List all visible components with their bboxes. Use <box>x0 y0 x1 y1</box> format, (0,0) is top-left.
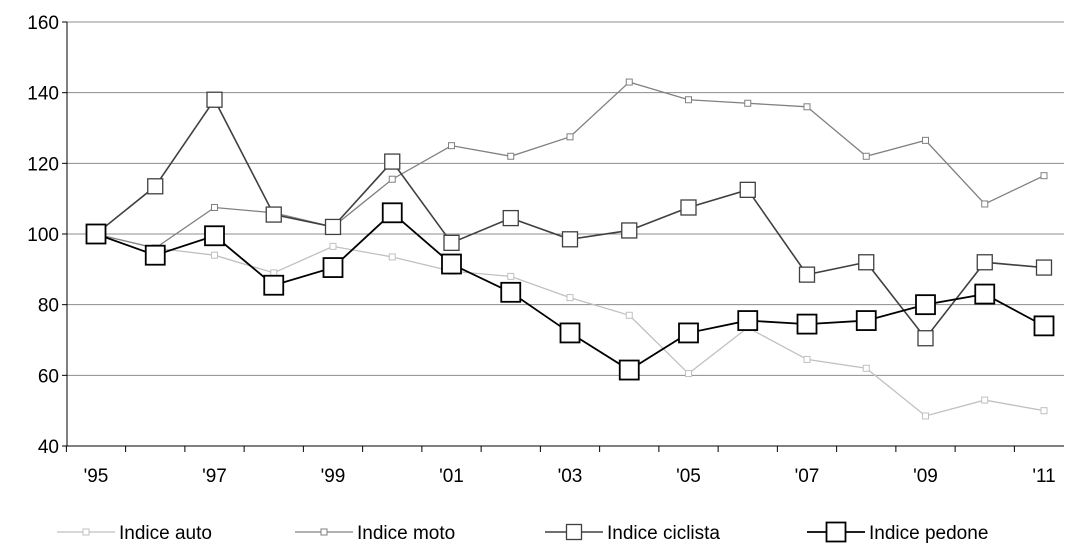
gridlines <box>67 21 1064 376</box>
data-point <box>621 222 638 239</box>
data-point <box>1035 259 1053 276</box>
legend: Indice auto Indice moto Indice ciclista Ind… <box>57 521 988 544</box>
data-point <box>744 99 752 107</box>
legend-item-indice-ciclista: Indice ciclista <box>545 523 720 544</box>
data-point <box>502 209 519 227</box>
legend-label: Indice pedone <box>869 523 988 544</box>
data-point <box>388 175 396 183</box>
y-tick-label: 80 <box>38 296 59 317</box>
data-point <box>206 91 223 108</box>
data-point <box>739 181 756 198</box>
data-point <box>625 78 633 86</box>
data-point <box>618 359 640 381</box>
legend-item-indice-auto: Indice auto <box>57 523 212 544</box>
data-point <box>85 223 107 245</box>
series-indice-pedone <box>85 202 1055 381</box>
data-point <box>798 266 816 283</box>
data-point <box>855 310 877 331</box>
data-point <box>324 218 342 236</box>
data-point <box>974 283 996 305</box>
data-point <box>144 244 166 266</box>
series-indice-moto <box>92 78 1048 252</box>
data-point <box>678 322 699 344</box>
x-tick-label: '09 <box>913 466 938 487</box>
data-point <box>858 254 875 271</box>
data-point <box>443 234 460 251</box>
x-tick-label: '01 <box>439 466 464 487</box>
data-point <box>862 364 870 372</box>
data-point <box>388 253 396 261</box>
legend-item-indice-moto: Indice moto <box>295 523 455 544</box>
data-point <box>204 225 225 247</box>
data-point <box>147 178 164 195</box>
x-tick-label: '03 <box>558 466 583 487</box>
y-tick-label: 120 <box>27 154 59 175</box>
data-point <box>448 142 455 150</box>
legend-label: Indice auto <box>119 523 212 544</box>
x-tick-label: '07 <box>795 466 820 487</box>
legend-label: Indice ciclista <box>607 523 720 544</box>
data-point <box>976 254 993 271</box>
data-point <box>561 231 579 248</box>
data-point <box>566 133 574 141</box>
series-indice-auto <box>92 230 1048 420</box>
data-point <box>625 311 633 319</box>
data-point <box>500 281 522 303</box>
legend-label: Indice moto <box>357 523 455 544</box>
data-point <box>981 200 989 208</box>
series-lines <box>85 78 1055 420</box>
data-point <box>685 96 692 104</box>
data-point <box>737 310 759 331</box>
legend-swatch-marker <box>82 528 90 536</box>
y-tick-label: 40 <box>38 437 59 458</box>
x-tick-label: '99 <box>321 466 346 487</box>
x-tick-label: '05 <box>676 466 701 487</box>
legend-swatch-marker <box>825 521 847 543</box>
legend-swatch-marker <box>565 523 583 541</box>
data-point <box>680 199 697 216</box>
x-tick-label: '97 <box>202 466 227 487</box>
x-tick-label: '95 <box>84 466 109 487</box>
data-point <box>211 204 218 211</box>
axes: 40 60 80 100 120 140 160 '95 '97 '99 '01 '03 '05 '07 '… <box>27 13 1064 487</box>
data-point <box>922 136 929 144</box>
data-point <box>384 153 401 170</box>
data-point <box>381 202 403 224</box>
data-point <box>441 253 462 275</box>
data-point <box>862 152 870 160</box>
series-line <box>95 81 1045 249</box>
data-point <box>263 274 285 296</box>
data-point <box>917 330 934 347</box>
y-tick-label: 60 <box>38 366 59 387</box>
data-point <box>803 103 811 111</box>
data-point <box>796 313 818 335</box>
data-point <box>265 206 282 223</box>
legend-swatch-marker <box>320 528 328 536</box>
data-point <box>685 370 692 378</box>
data-point <box>1040 407 1048 415</box>
data-point <box>559 322 581 344</box>
data-point <box>322 257 344 278</box>
data-point <box>803 355 811 363</box>
data-point <box>507 152 515 160</box>
legend-item-indice-pedone: Indice pedone <box>807 521 988 544</box>
y-tick-label: 160 <box>27 13 59 34</box>
data-point <box>211 251 218 259</box>
series-indice-ciclista <box>87 91 1053 347</box>
data-point <box>1033 315 1055 337</box>
data-point <box>922 412 929 420</box>
data-point <box>329 242 337 250</box>
x-tick-label: '11 <box>1032 466 1055 487</box>
y-tick-label: 140 <box>27 84 59 105</box>
y-tick-label: 100 <box>27 225 59 246</box>
data-point <box>981 396 989 404</box>
data-point <box>1040 172 1048 180</box>
data-point <box>566 294 574 302</box>
data-point <box>507 272 515 280</box>
data-point <box>915 294 936 316</box>
